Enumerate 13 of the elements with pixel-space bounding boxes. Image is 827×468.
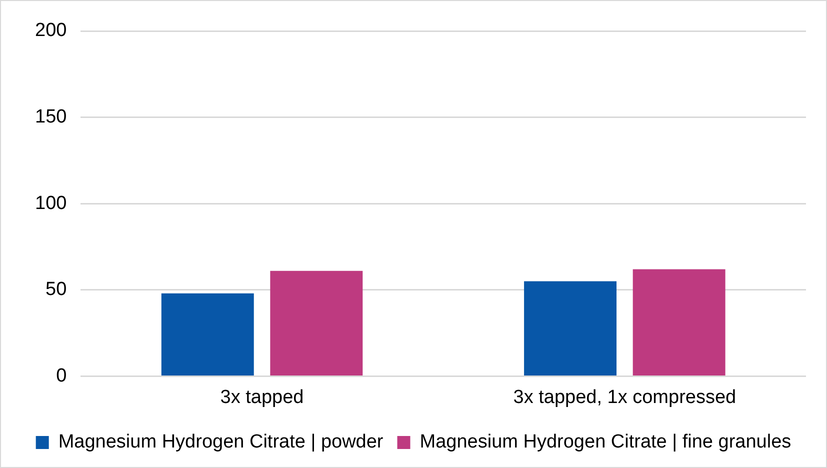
legend-label: Magnesium Hydrogen Citrate | powder [58, 432, 384, 453]
x-tick-label: 3x tapped, 1x compressed [513, 386, 736, 408]
y-tick-label: 50 [46, 279, 67, 300]
y-tick-label: 150 [35, 106, 67, 128]
bar [524, 281, 617, 376]
legend-label: Magnesium Hydrogen Citrate | fine granules [420, 432, 792, 453]
bar [161, 293, 254, 376]
y-tick-label: 100 [35, 192, 67, 214]
y-tick-label: 0 [56, 365, 67, 386]
x-tick-label: 3x tapped [220, 386, 304, 408]
bar [270, 270, 363, 376]
bar [632, 269, 726, 376]
y-tick-label: 200 [35, 20, 67, 42]
